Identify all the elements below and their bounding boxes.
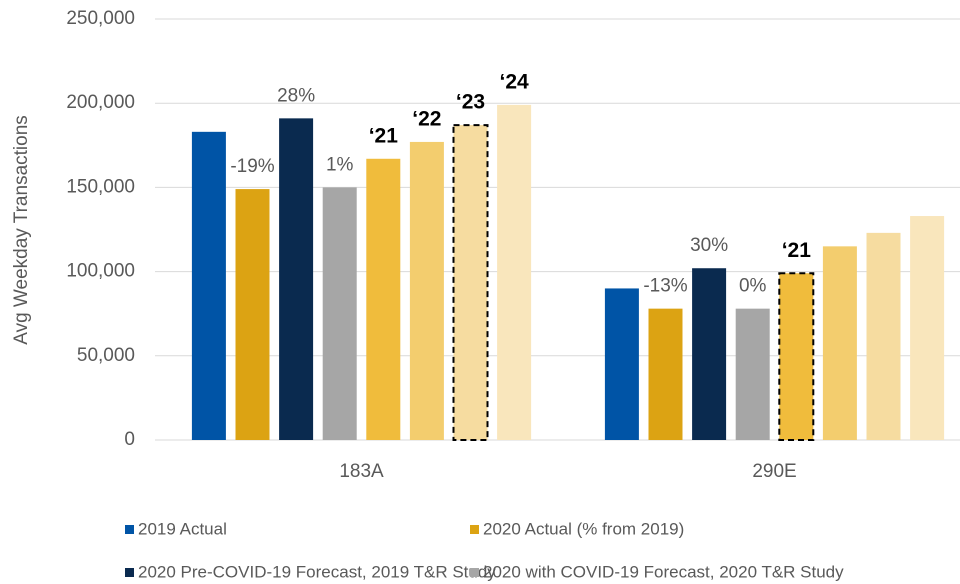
bar-annotation: ‘21 bbox=[369, 124, 399, 147]
bar bbox=[409, 141, 444, 440]
bar-annotation: 1% bbox=[326, 154, 354, 175]
bar bbox=[452, 124, 489, 441]
legend-swatch bbox=[125, 568, 134, 577]
bar bbox=[191, 131, 226, 440]
bar-annotation: -19% bbox=[230, 156, 274, 177]
bar bbox=[822, 246, 857, 440]
bar-annotation: ‘21 bbox=[782, 239, 812, 262]
legend-label: 2020 Pre-COVID-19 Forecast, 2019 T&R Stu… bbox=[138, 562, 496, 581]
bar bbox=[910, 216, 945, 440]
bar-annotation: 0% bbox=[739, 276, 767, 297]
legend-label: 2020 with COVID-19 Forecast, 2020 T&R St… bbox=[483, 562, 844, 581]
bar bbox=[497, 104, 532, 440]
legend-swatch bbox=[125, 525, 134, 534]
bar bbox=[366, 158, 401, 440]
x-tick-label: 290E bbox=[752, 461, 796, 482]
bar-annotation: ‘22 bbox=[412, 107, 441, 130]
y-tick-label: 0 bbox=[124, 429, 135, 450]
bar bbox=[648, 308, 683, 440]
bar-annotation: 30% bbox=[690, 235, 728, 256]
y-tick-label: 200,000 bbox=[66, 92, 135, 113]
bar-annotation: -13% bbox=[643, 276, 687, 297]
y-tick-label: 250,000 bbox=[66, 8, 135, 29]
y-axis-label: Avg Weekday Transactions bbox=[11, 115, 32, 345]
bar bbox=[604, 288, 639, 440]
bar bbox=[778, 272, 815, 441]
bar-annotation: ‘24 bbox=[499, 70, 529, 93]
x-tick-label: 183A bbox=[339, 461, 384, 482]
bar bbox=[692, 268, 727, 440]
legend-label: 2019 Actual bbox=[138, 519, 227, 538]
y-tick-label: 100,000 bbox=[66, 261, 135, 282]
legend-label: 2020 Actual (% from 2019) bbox=[483, 519, 684, 538]
legend-swatch bbox=[470, 525, 479, 534]
bar bbox=[866, 232, 901, 440]
y-tick-label: 150,000 bbox=[66, 176, 135, 197]
bar bbox=[735, 308, 770, 440]
bar-annotation: ‘23 bbox=[456, 91, 485, 114]
legend-swatch bbox=[470, 568, 479, 577]
y-tick-label: 50,000 bbox=[77, 345, 135, 366]
bar bbox=[322, 187, 357, 440]
bar bbox=[235, 189, 270, 440]
bar-annotation: 28% bbox=[277, 85, 315, 106]
bar bbox=[279, 118, 314, 440]
